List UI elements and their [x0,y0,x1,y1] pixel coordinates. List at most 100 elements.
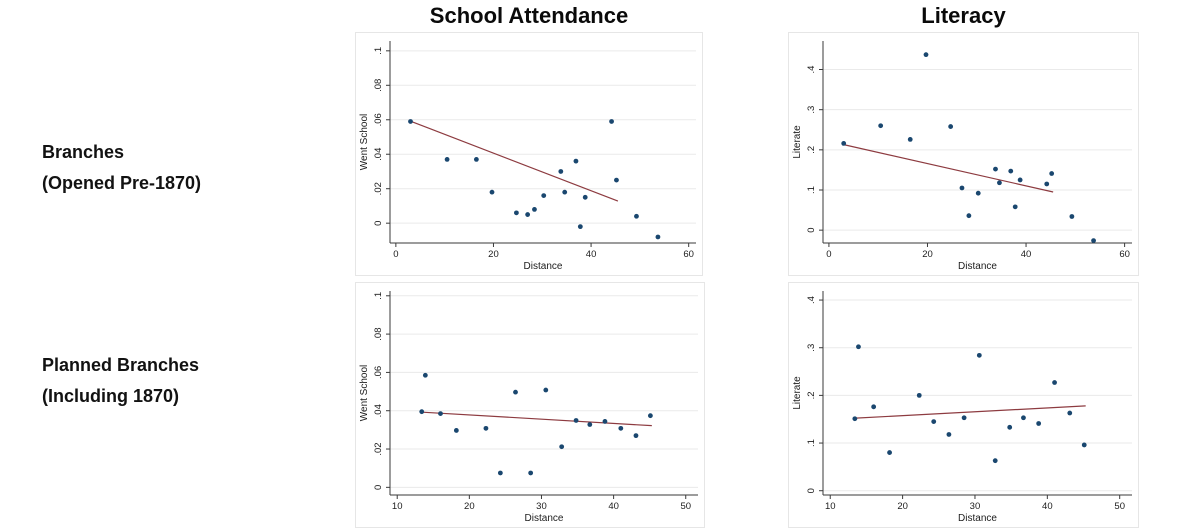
data-point [993,166,998,172]
y-tick-label: .3 [806,106,817,114]
y-tick-label: .04 [373,148,384,161]
data-point [871,404,877,410]
x-axis-ticks: 10 20 30 40 50 [825,495,1125,512]
data-point [907,136,913,142]
column-title-literacy: Literacy [921,3,1006,28]
data-points [841,52,1096,243]
data-point [841,141,847,146]
data-point [422,372,428,378]
x-tick-label: 0 [393,249,398,260]
y-tick-label: .1 [373,292,384,300]
gridlines [823,69,1132,231]
y-tick-label: 0 [373,485,384,490]
scatter-plot-svg: 0 20 40 60 0 .02 .04 .06 .08 .1 Distance Went Schoo… [359,41,696,272]
data-point [559,444,565,450]
gridlines [390,295,698,488]
y-tick-label: .04 [373,404,384,417]
y-axis-title: Literate [792,376,803,410]
data-point [1091,238,1096,243]
data-point [602,419,608,424]
data-point [514,210,519,216]
data-point [614,177,619,183]
data-point [1017,177,1023,183]
data-point [582,194,588,200]
data-point [528,470,534,476]
data-point [444,157,450,162]
data-point [489,189,495,195]
y-axis-ticks: 0 .02 .04 .06 .08 .1 [373,292,390,490]
chart-branches-literacy: 0 20 40 60 0 .1 .2 .3 .4 Distance Literate [788,32,1139,276]
data-point [577,224,583,230]
fit-line [420,411,652,427]
column-title-school-attendance: School Attendance [429,3,629,28]
data-point [1007,424,1013,430]
data-point [856,344,861,350]
data-point [923,52,929,58]
y-tick-label: 0 [806,488,817,493]
axes [822,41,1132,244]
data-point [541,193,547,199]
x-tick-label: 30 [536,501,547,512]
data-point [959,185,965,191]
x-tick-label: 40 [1021,249,1032,260]
y-axis-ticks: 0 .1 .2 .3 .4 [806,296,823,493]
x-axis-ticks: 10 20 30 40 50 [392,495,691,512]
y-tick-label: .02 [373,182,384,195]
row-label-branches-line2: (Opened Pre-1870) [42,173,202,193]
y-tick-label: .3 [806,344,817,352]
fit-line [843,144,1054,193]
x-tick-label: 10 [392,501,403,512]
y-tick-label: .2 [806,391,817,399]
data-points [852,344,1087,464]
fit-line [853,405,1086,419]
data-point [931,419,937,424]
data-point [1067,410,1073,416]
row-label-branches-line1: Branches [42,142,125,162]
x-axis-ticks: 0 20 40 60 [393,243,694,260]
x-axis-title: Distance [958,513,997,524]
x-tick-label: 10 [825,501,836,512]
data-point [1044,181,1050,187]
data-point [948,124,954,129]
chart-planned-literacy: 10 20 30 40 50 0 .1 .2 .3 .4 Distance Literate [788,282,1139,528]
y-tick-label: .1 [373,47,384,55]
data-point [532,206,537,212]
row-label-planned-line1: Planned Branches [42,355,200,375]
data-point [976,352,982,358]
data-point [419,409,425,415]
y-tick-label: .02 [373,442,384,455]
x-tick-label: 40 [586,249,597,260]
y-tick-label: 0 [373,221,384,226]
data-point [1049,171,1055,176]
data-point [878,123,884,129]
data-point [618,425,624,431]
x-tick-label: 30 [970,501,981,512]
data-point [609,119,614,124]
data-point [1052,380,1057,385]
x-tick-label: 40 [1042,501,1053,512]
x-tick-label: 20 [488,249,499,260]
x-tick-label: 50 [1114,501,1125,512]
x-axis-title: Distance [958,261,997,272]
axes [822,291,1132,496]
data-point [852,416,858,422]
y-tick-label: .4 [806,296,817,304]
x-axis-title: Distance [525,513,564,524]
x-axis-ticks: 0 20 40 60 [826,243,1130,260]
data-point [543,387,549,393]
chart-planned-attendance: 10 20 30 40 50 0 .02 .04 .06 .08 .1 Distance Went Sc… [355,282,705,528]
data-point [1069,214,1075,219]
data-point [497,470,503,476]
scatter-plot-svg: 10 20 30 40 50 0 .1 .2 .3 .4 Distance Literate [792,291,1132,524]
y-tick-label: .06 [373,113,384,126]
y-tick-label: 0 [806,228,817,233]
data-point [513,389,518,395]
x-tick-label: 40 [608,501,619,512]
y-axis-title: Went School [359,365,370,422]
x-tick-label: 50 [680,501,691,512]
y-tick-label: .1 [806,439,817,447]
x-tick-label: 0 [826,249,831,260]
y-tick-label: .08 [373,327,384,340]
data-point [573,158,579,164]
